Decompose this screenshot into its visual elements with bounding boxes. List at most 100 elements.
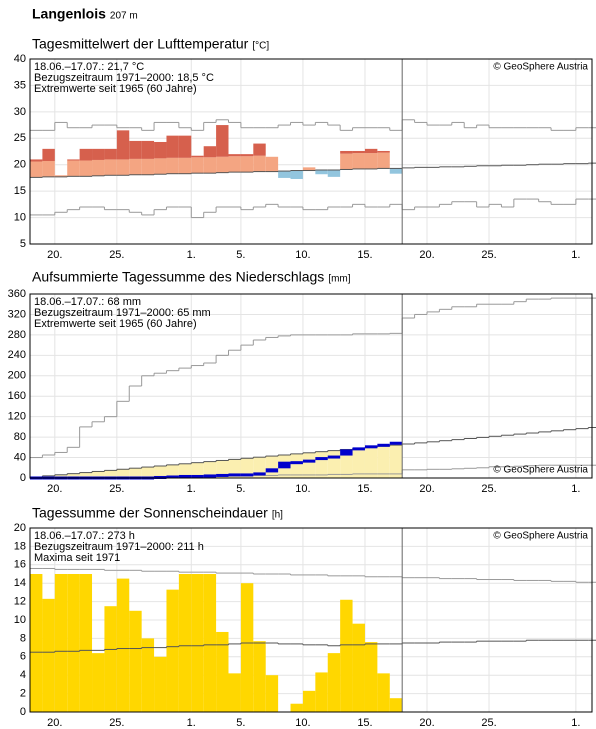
precip-step [253,472,266,476]
bar-above [240,156,254,173]
precip-step [265,468,279,473]
reference-area [377,446,390,478]
precip-step [154,475,167,479]
bar [253,641,266,712]
bar-high [340,150,353,154]
bar-high [79,148,93,161]
legend-entry: 18.06.–17.07.: 273 h [34,530,135,542]
y-tick-label: 240 [8,349,26,361]
reference-area [178,463,192,478]
y-tick-label: 0 [20,706,26,718]
unit-label: [mm] [328,274,350,285]
bar [216,631,229,712]
y-tick-label: 15 [14,185,26,197]
y-tick-label: 10 [14,614,26,626]
bar-high [240,154,254,157]
plot-frame [29,293,593,479]
legend-entry: Extremwerte seit 1965 (60 Jahre) [34,83,197,95]
bar-above [30,161,43,178]
bar [240,583,254,712]
precip-step [315,457,328,461]
bar-high [42,148,55,162]
reference-area [203,461,217,478]
reference-area [340,449,353,478]
bar-above [364,153,378,169]
reference-area [228,459,241,478]
bar-above [54,175,68,177]
y-tick-label: 160 [8,390,26,402]
reference-area [154,465,167,478]
y-tick-label: 14 [14,577,26,589]
copyright: © GeoSphere Austria [493,465,588,476]
precip-step [364,445,378,449]
bar-high [67,159,80,161]
y-tick-label: 35 [14,79,26,91]
bar [166,589,179,712]
x-tick-label: 25. [109,483,124,495]
bar-above [352,153,365,169]
bar [203,574,217,712]
x-tick-label: 10. [295,249,310,261]
chart-title: Aufsummierte Tagessumme des Niederschlag… [32,269,324,285]
bar [141,638,155,712]
x-tick-label: 10. [295,717,310,729]
y-tick-label: 0 [20,472,26,484]
bar-above [191,157,204,174]
bar [67,574,80,712]
chart-title: Tagessumme der Sonnenscheindauer [32,505,268,521]
copyright: © GeoSphere Austria [493,62,588,73]
bar [228,673,241,712]
bar-high [364,148,378,154]
plot-frame [29,58,593,245]
x-tick-label: 1. [187,249,196,261]
station-title: Langenlois [32,6,106,22]
elevation: 207 m [110,11,138,22]
bar-above [116,159,130,176]
y-tick-label: 12 [14,596,26,608]
y-tick-label: 16 [14,559,26,571]
bar [290,703,303,712]
precip-step [191,474,204,478]
y-tick-label: 6 [20,651,26,663]
legend-entry: Bezugszeitraum 1971–2000: 65 mm [34,307,211,319]
bar-above [216,156,229,173]
plot-frame [29,527,593,713]
bar-above [154,158,167,175]
bar-high [116,130,130,160]
bar-high [141,140,155,159]
y-tick-label: 18 [14,540,26,552]
bar-above [340,153,353,170]
y-tick-label: 360 [8,288,26,300]
bar-below [278,171,291,178]
reference-area [104,470,117,478]
x-tick-label: 10. [295,483,310,495]
reference-area [116,469,130,478]
bar-above [203,157,217,174]
precip-step [389,441,403,445]
legend-entry: Bezugszeitraum 1971–2000: 211 h [34,541,204,553]
bar-above [265,156,279,172]
x-tick-label: 20. [47,483,62,495]
reference-area [265,456,279,478]
reference-area [315,451,328,478]
bar-above [92,159,105,176]
bar-high [191,155,204,158]
y-tick-label: 25 [14,132,26,144]
bar-high [178,135,192,158]
copyright: © GeoSphere Austria [493,531,588,542]
y-tick-label: 80 [14,431,26,443]
precip-step [228,473,241,477]
precip-step [302,459,316,463]
bar [389,698,403,712]
bar-high [216,125,229,157]
bar [327,653,341,712]
bar-above [302,167,316,171]
bar [79,574,93,712]
bar-above [104,159,117,176]
reference-area [290,453,303,478]
bar [377,673,390,712]
bar [340,599,353,712]
legend-entry: Bezugszeitraum 1971–2000: 18,5 °C [34,72,214,84]
precip-step [216,473,229,477]
bar-above [42,161,55,177]
